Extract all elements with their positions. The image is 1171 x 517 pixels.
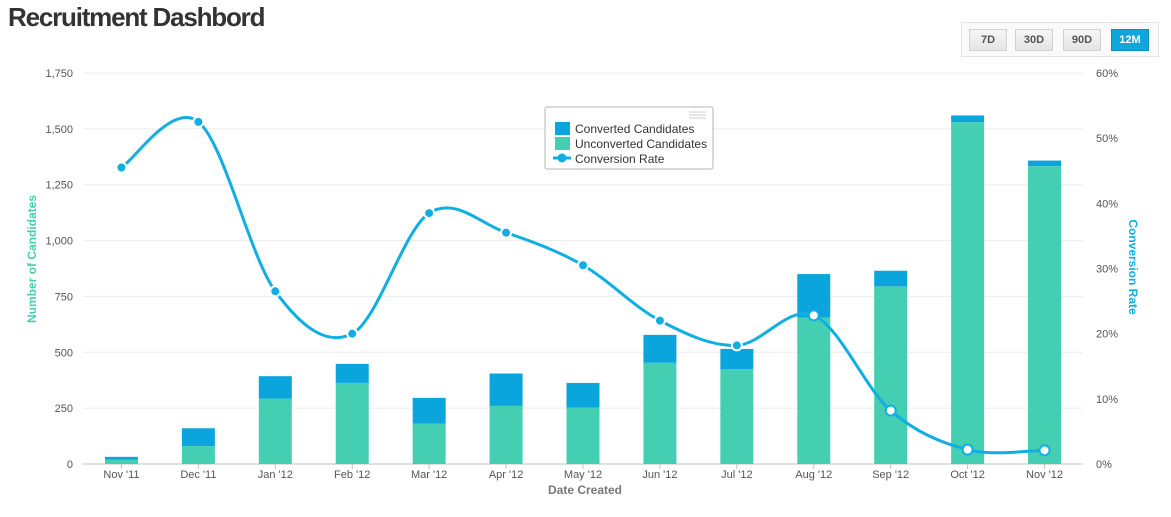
y-tick-label: 1,000 bbox=[45, 236, 73, 248]
bar-unconverted bbox=[720, 369, 754, 464]
legend-label-converted: Converted Candidates bbox=[575, 122, 694, 136]
x-tick-label: Dec '11 bbox=[180, 469, 216, 481]
bar-converted bbox=[412, 397, 446, 424]
legend-swatch-converted bbox=[555, 122, 570, 135]
x-tick-label: Jan '12 bbox=[258, 469, 293, 481]
legend-swatch-rate-marker bbox=[557, 153, 567, 163]
y-tick-label: 1,500 bbox=[45, 124, 73, 136]
conversion-rate-point bbox=[884, 404, 897, 417]
bar-converted bbox=[951, 115, 985, 123]
bar-unconverted bbox=[412, 423, 446, 464]
y-tick-label: 750 bbox=[55, 291, 73, 303]
y-tick-label: 0 bbox=[67, 459, 73, 471]
x-tick-label: Aug '12 bbox=[795, 469, 832, 481]
legend-label-unconverted: Unconverted Candidates bbox=[575, 137, 707, 151]
conversion-rate-point bbox=[269, 285, 282, 298]
bar-converted bbox=[1028, 160, 1062, 167]
y2-tick-label: 20% bbox=[1096, 329, 1118, 341]
bar-unconverted bbox=[181, 446, 215, 464]
x-tick-label: Nov '11 bbox=[103, 469, 139, 481]
conversion-rate-point bbox=[346, 327, 359, 340]
x-tick-label: Feb '12 bbox=[334, 469, 370, 481]
x-tick-label: Apr '12 bbox=[489, 469, 524, 481]
y-tick-label: 250 bbox=[55, 403, 73, 415]
legend-box bbox=[544, 106, 714, 170]
x-tick-label: Mar '12 bbox=[411, 469, 447, 481]
conversion-rate-point bbox=[730, 339, 743, 352]
bar-unconverted bbox=[104, 459, 138, 464]
conversion-rate-point bbox=[192, 115, 205, 128]
conversion-rate-point bbox=[961, 443, 974, 456]
bar-unconverted bbox=[566, 407, 600, 464]
conversion-rate-point bbox=[500, 226, 513, 239]
y2-tick-label: 30% bbox=[1096, 264, 1118, 276]
conversion-rate-point bbox=[1038, 444, 1051, 457]
conversion-rate-point bbox=[577, 259, 589, 272]
range-7d-button[interactable]: 7D bbox=[969, 29, 1007, 51]
bar-unconverted bbox=[489, 405, 523, 464]
bar-unconverted bbox=[797, 317, 831, 464]
y-tick-label: 1,750 bbox=[45, 68, 73, 80]
bar-converted bbox=[874, 270, 908, 287]
x-tick-label: Nov '12 bbox=[1026, 469, 1063, 481]
y-tick-label: 500 bbox=[55, 347, 73, 359]
legend-label-rate: Conversion Rate bbox=[575, 152, 665, 166]
bar-unconverted bbox=[258, 398, 292, 464]
bar-unconverted bbox=[874, 286, 908, 464]
range-12m-button[interactable]: 12M bbox=[1111, 29, 1149, 51]
bar-converted bbox=[258, 376, 292, 399]
y2-tick-label: 50% bbox=[1096, 133, 1118, 145]
x-tick-label: Jul '12 bbox=[721, 469, 752, 481]
legend-swatch-unconverted bbox=[555, 137, 570, 150]
y2-tick-label: 0% bbox=[1096, 459, 1112, 471]
bar-converted bbox=[720, 348, 754, 370]
conversion-rate-point bbox=[807, 309, 820, 322]
date-range-selector: 7D 30D 90D 12M bbox=[961, 22, 1159, 57]
x-axis-title: Date Created bbox=[548, 483, 622, 497]
y2-tick-label: 60% bbox=[1096, 68, 1118, 80]
conversion-rate-point bbox=[653, 314, 666, 327]
bar-unconverted bbox=[951, 122, 985, 464]
y-tick-label: 1,250 bbox=[45, 180, 73, 192]
range-90d-button[interactable]: 90D bbox=[1063, 29, 1101, 51]
y-axis-title: Number of Candidates bbox=[25, 195, 39, 323]
y2-tick-label: 10% bbox=[1096, 394, 1118, 406]
conversion-rate-point bbox=[115, 161, 128, 174]
bar-converted bbox=[489, 373, 523, 406]
bar-converted bbox=[566, 382, 600, 408]
y2-axis-title: Conversion Rate bbox=[1126, 219, 1140, 315]
bar-converted bbox=[335, 363, 369, 383]
bar-unconverted bbox=[335, 382, 369, 464]
x-tick-label: Oct '12 bbox=[950, 469, 985, 481]
bar-unconverted bbox=[1028, 166, 1062, 464]
range-30d-button[interactable]: 30D bbox=[1015, 29, 1053, 51]
bar-converted bbox=[181, 428, 215, 447]
bar-unconverted bbox=[643, 362, 677, 464]
conversion-rate-point bbox=[423, 207, 436, 220]
x-tick-label: Jun '12 bbox=[642, 469, 677, 481]
x-tick-label: May '12 bbox=[564, 469, 602, 481]
bar-converted bbox=[643, 334, 677, 363]
page-title: Recruitment Dashbord bbox=[8, 2, 265, 32]
y2-tick-label: 40% bbox=[1096, 198, 1118, 210]
bar-converted bbox=[104, 456, 138, 460]
x-tick-label: Sep '12 bbox=[872, 469, 909, 481]
conversion-rate-line bbox=[120, 116, 1045, 455]
